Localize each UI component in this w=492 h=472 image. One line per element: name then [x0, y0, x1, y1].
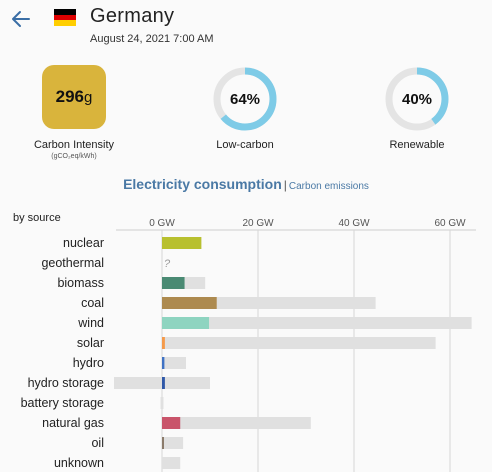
- carbon-intensity-unit-label: (gCO₂eq/kWh): [51, 153, 97, 160]
- production-bar-solar: [162, 337, 165, 349]
- row-label-hydro: hydro: [73, 356, 104, 370]
- carbon-intensity-badge: 296 g: [42, 65, 106, 129]
- production-bar-hydro-storage: [162, 377, 165, 389]
- production-bar-coal: [162, 297, 217, 309]
- x-tick-label: 60 GW: [434, 218, 466, 229]
- capacity-bar-oil: [162, 437, 184, 449]
- by-source-label: by source: [13, 212, 61, 224]
- row-label-solar: solar: [77, 336, 104, 350]
- capacity-bar-solar: [162, 337, 436, 349]
- electricity-consumption-chart: 0 GW 20 GW 40 GW 60 GW nuclear geothermal ? bio…: [21, 218, 476, 472]
- capacity-bar-battery-storage: [160, 397, 164, 409]
- row-label-unknown: unknown: [54, 456, 104, 470]
- x-tick-label: 0 GW: [149, 218, 175, 229]
- row-label-coal: coal: [81, 296, 104, 310]
- row-label-nuclear: nuclear: [63, 236, 104, 250]
- row-label-wind: wind: [77, 316, 104, 330]
- tab-electricity-consumption[interactable]: Electricity consumption: [123, 176, 282, 192]
- carbon-intensity-unit: g: [84, 88, 93, 106]
- renewable-ring-fill: [385, 67, 449, 131]
- production-bar-wind: [162, 317, 210, 329]
- production-bar-biomass: [162, 277, 185, 289]
- x-tick-label: 20 GW: [242, 218, 274, 229]
- tab-carbon-emissions[interactable]: Carbon emissions: [288, 181, 369, 192]
- renewable-value: 40%: [401, 90, 433, 108]
- production-bar-natural-gas: [162, 417, 181, 429]
- chart-mode-tabs: Electricity consumption | Carbon emissions: [0, 176, 492, 194]
- capacity-bar-unknown: [162, 457, 181, 469]
- low-carbon-label: Low-carbon: [216, 139, 274, 151]
- unknown-marker: ?: [164, 258, 171, 270]
- zone-datetime: August 24, 2021 7:00 AM: [90, 33, 214, 45]
- renewable-ring: [385, 67, 449, 131]
- capacity-bar-wind: [162, 317, 472, 329]
- row-label-battery-storage: battery storage: [21, 396, 104, 410]
- row-label-biomass: biomass: [57, 276, 104, 290]
- x-tick-label: 40 GW: [338, 218, 370, 229]
- zone-header: Germany August 24, 2021 7:00 AM: [0, 0, 492, 50]
- carbon-intensity-value: 296: [55, 87, 85, 106]
- row-label-geothermal: geothermal: [41, 256, 104, 270]
- germany-flag-icon: [54, 9, 76, 27]
- zone-name: Germany: [90, 5, 175, 27]
- carbon-intensity-label: Carbon Intensity: [33, 139, 115, 151]
- production-bar-hydro: [162, 357, 165, 369]
- capacity-bar-hydro: [162, 357, 186, 369]
- low-carbon-ring: [213, 67, 277, 131]
- low-carbon-value: 64%: [229, 90, 261, 108]
- low-carbon-ring-fill: [213, 67, 277, 131]
- production-bar-nuclear: [162, 237, 202, 249]
- row-label-natural-gas: natural gas: [42, 416, 104, 430]
- production-bar-oil: [162, 437, 164, 449]
- renewable-label: Renewable: [389, 139, 445, 151]
- row-label-hydro-storage: hydro storage: [28, 376, 104, 390]
- back-arrow-icon: [12, 11, 30, 27]
- capacity-bar-natural-gas: [162, 417, 311, 429]
- tab-separator: |: [283, 178, 287, 192]
- back-button[interactable]: [10, 8, 32, 30]
- row-label-oil: oil: [91, 436, 104, 450]
